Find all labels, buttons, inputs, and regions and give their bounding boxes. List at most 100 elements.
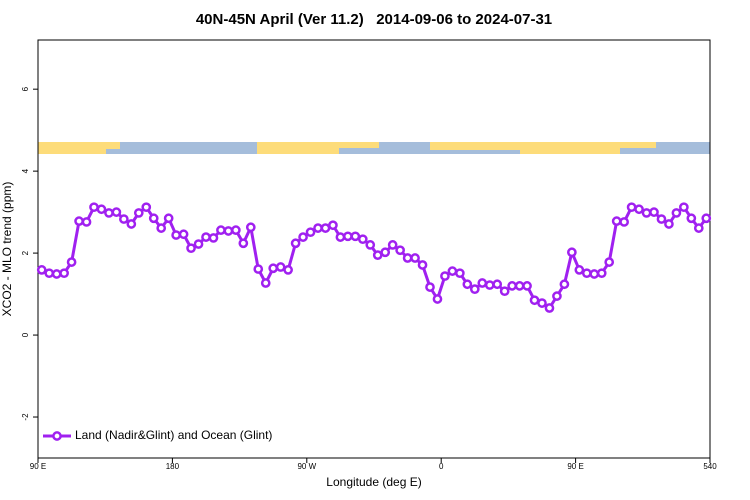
land-strip [520, 142, 620, 154]
data-point [171, 230, 181, 240]
data-point [544, 303, 555, 313]
surface-strip [38, 142, 710, 154]
data-point [231, 225, 241, 235]
data-point [208, 233, 219, 243]
data-point [552, 291, 562, 301]
data-point [567, 247, 577, 258]
land-strip [38, 142, 106, 154]
x-tick-label: 0 [439, 462, 444, 471]
data-point [522, 281, 532, 291]
data-point [499, 286, 510, 297]
data-point [104, 208, 114, 218]
data-point [89, 202, 99, 213]
legend-label: Land (Nadir&Glint) and Ocean (Glint) [75, 428, 272, 442]
x-tick-label: 540 [703, 462, 717, 471]
data-point [126, 219, 137, 229]
data-point [611, 216, 622, 226]
data-point [395, 245, 405, 256]
data-point [477, 278, 488, 288]
data-point [133, 208, 144, 218]
data-point [343, 231, 353, 242]
data-point [455, 268, 465, 279]
data-point [156, 223, 167, 233]
data-point [357, 234, 368, 245]
data-point [313, 223, 323, 233]
data-point [223, 226, 234, 236]
data-point [432, 294, 443, 304]
data-point [559, 279, 570, 290]
data-point [469, 284, 480, 295]
data-point [66, 257, 77, 267]
data-point [148, 213, 159, 224]
data-point [589, 269, 600, 279]
data-point [201, 232, 211, 242]
data-point [298, 232, 308, 242]
y-axis-label: XCO2 - MLO trend (ppm) [0, 182, 14, 317]
data-point [290, 238, 301, 249]
data-point [283, 265, 293, 275]
plot-frame [37, 39, 711, 459]
data-point [417, 260, 428, 270]
data-point [96, 204, 107, 215]
data-point [335, 232, 346, 242]
data-point [238, 238, 249, 249]
data-point [425, 282, 435, 292]
data-point [163, 213, 174, 224]
data-point [36, 265, 47, 275]
data-point [141, 202, 152, 213]
data-point [44, 268, 55, 279]
data-point [119, 214, 129, 224]
y-tick-label: 4 [21, 168, 30, 173]
data-point [693, 223, 704, 233]
data-point [111, 207, 122, 217]
data-point [641, 208, 652, 218]
data-point [537, 298, 547, 308]
land-strip [257, 142, 339, 154]
data-point [305, 227, 316, 238]
data-point [268, 263, 279, 274]
x-tick-label: 180 [166, 462, 180, 471]
data-point [74, 216, 84, 226]
data-point [671, 208, 682, 218]
data-point [679, 202, 689, 213]
data-point [701, 213, 712, 224]
x-tick-label: 90 W [297, 462, 316, 471]
y-tick-label: 2 [21, 250, 30, 255]
data-point [216, 225, 226, 235]
data-point [656, 214, 667, 224]
data-point [350, 231, 361, 242]
x-tick-label: 90 E [567, 462, 583, 471]
data-point [484, 280, 495, 290]
land-strip [620, 142, 656, 148]
data-point [193, 239, 204, 249]
data-point [626, 202, 637, 213]
data-point [507, 281, 517, 291]
data-point [372, 250, 383, 260]
chart-title: 40N-45N April (Ver 11.2) 2014-09-06 to 2… [196, 11, 552, 28]
data-point [447, 266, 458, 276]
data-point [59, 268, 69, 279]
y-tick-label: -2 [21, 413, 30, 421]
data-point [649, 207, 659, 217]
data-point [387, 240, 398, 250]
data-point [402, 253, 413, 263]
data-point [245, 222, 256, 233]
land-strip [430, 142, 520, 150]
y-tick-label: 6 [21, 86, 30, 91]
data-point [410, 253, 420, 263]
land-strip [339, 142, 379, 148]
data-point [619, 217, 629, 227]
data-point [634, 204, 644, 215]
data-point [529, 295, 540, 306]
data-point [574, 265, 585, 275]
data-point [581, 268, 592, 279]
data-point [604, 257, 615, 267]
data-point [178, 229, 189, 240]
data-point [492, 279, 503, 290]
data-point [253, 264, 264, 274]
data-point [596, 268, 607, 279]
data-point [260, 278, 271, 288]
x-axis-label: Longitude (deg E) [326, 475, 421, 489]
data-point [514, 281, 525, 291]
